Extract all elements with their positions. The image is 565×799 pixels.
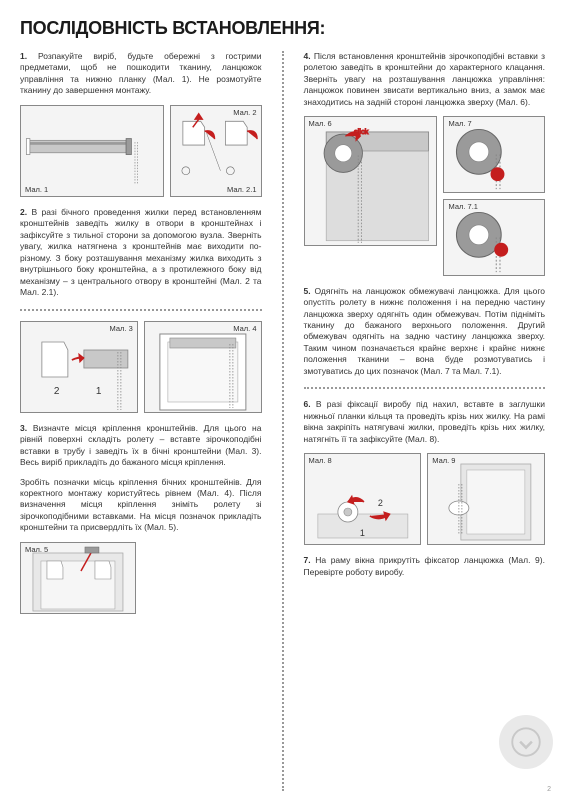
- fig1-svg: [21, 106, 163, 196]
- fig7-svg: [444, 117, 544, 192]
- fig-label: Мал. 1: [25, 185, 48, 194]
- left-column: 1. Розпакуйте виріб, будьте обережні з г…: [20, 51, 262, 791]
- svg-text:2: 2: [54, 386, 60, 397]
- figure-5: Мал. 5: [20, 542, 136, 614]
- vertical-divider: [282, 51, 284, 791]
- fig71-svg: [444, 200, 544, 275]
- fig-label: Мал. 3: [110, 324, 133, 333]
- svg-text:1: 1: [96, 386, 102, 397]
- fig8-svg: 1 2: [305, 454, 421, 544]
- fig-label: Мал. 5: [25, 545, 48, 554]
- step-2: 2. В разі бічного проведення жилки перед…: [20, 207, 262, 299]
- figure-2: Мал. 2 Мал. 2.1: [170, 105, 261, 197]
- step-7: 7. На раму вікна прикрутіть фіксатор лан…: [304, 555, 546, 578]
- figrow-4: Мал. 6 click Мал. 7: [304, 116, 546, 275]
- step-6-text: В разі фіксації виробу під нахил, вставт…: [304, 399, 546, 443]
- step-5: 5. Одягніть на ланцюжок обмежувачі ланцю…: [304, 286, 546, 378]
- fig-label: Мал. 7: [448, 119, 471, 128]
- section-divider: [304, 387, 546, 389]
- figure-4: Мал. 4: [144, 321, 262, 413]
- figure-8: Мал. 8 1 2: [304, 453, 422, 545]
- figure-7: Мал. 7: [443, 116, 545, 193]
- figrow-2: Мал. 3 2 1 Мал. 4: [20, 321, 262, 413]
- step-4-text: Після встановлення кронштейнів зірочкопо…: [304, 51, 546, 107]
- right-column: 4. Після встановлення кронштейнів зірочк…: [304, 51, 546, 791]
- step-3b: Зробіть позначки місць кріплення бічних …: [20, 477, 262, 534]
- step-7-text: На раму вікна прикрутіть фіксатор ланцюж…: [304, 555, 545, 576]
- fig-label: Мал. 6: [309, 119, 332, 128]
- figrow-1: Мал. 1 Мал. 2 Мал. 2.1: [20, 105, 262, 197]
- svg-text:2: 2: [377, 498, 382, 508]
- figure-6: Мал. 6 click: [304, 116, 438, 246]
- fig9-svg: [428, 454, 544, 544]
- page-number: 2: [547, 786, 551, 793]
- fig-label: Мал. 2.1: [227, 185, 256, 194]
- fig6-svg: click: [305, 117, 437, 245]
- step-5-text: Одягніть на ланцюжок обмежувачі ланцюжка…: [304, 286, 546, 376]
- fig-label: Мал. 7.1: [448, 202, 477, 211]
- figure-1: Мал. 1: [20, 105, 164, 197]
- page-title: ПОСЛІДОВНІСТЬ ВСТАНОВЛЕННЯ:: [20, 18, 545, 39]
- figure-71: Мал. 7.1: [443, 199, 545, 276]
- columns: 1. Розпакуйте виріб, будьте обережні з г…: [20, 51, 545, 791]
- figure-9: Мал. 9: [427, 453, 545, 545]
- fig-label: Мал. 8: [309, 456, 332, 465]
- step-3a-text: Визначте місця кріплення кронштейнів. Дл…: [20, 423, 262, 467]
- fig4-svg: [145, 322, 261, 412]
- figure-3: Мал. 3 2 1: [20, 321, 138, 413]
- fig3-svg: 2 1: [21, 322, 137, 412]
- fig-label: Мал. 2: [233, 108, 256, 117]
- fig-label: Мал. 4: [233, 324, 256, 333]
- fig-label: Мал. 9: [432, 456, 455, 465]
- step-3b-text: Зробіть позначки місць кріплення бічних …: [20, 477, 262, 533]
- figrow-5: Мал. 8 1 2 Мал. 9: [304, 453, 546, 545]
- figrow-3: Мал. 5: [20, 542, 262, 614]
- fig2-svg: [171, 106, 260, 196]
- step-1-text: Розпакуйте виріб, будьте обережні з гост…: [20, 51, 262, 95]
- svg-text:1: 1: [359, 528, 364, 538]
- step-2-text: В разі бічного проведення жилки перед вс…: [20, 207, 262, 297]
- section-divider: [20, 309, 262, 311]
- instruction-page: ПОСЛІДОВНІСТЬ ВСТАНОВЛЕННЯ: 1. Розпакуйт…: [0, 0, 565, 799]
- watermark-icon: [499, 715, 553, 769]
- step-4: 4. Після встановлення кронштейнів зірочк…: [304, 51, 546, 108]
- step-6: 6. В разі фіксації виробу під нахил, вст…: [304, 399, 546, 445]
- step-3a: 3. Визначте місця кріплення кронштейнів.…: [20, 423, 262, 469]
- step-1: 1. Розпакуйте виріб, будьте обережні з г…: [20, 51, 262, 97]
